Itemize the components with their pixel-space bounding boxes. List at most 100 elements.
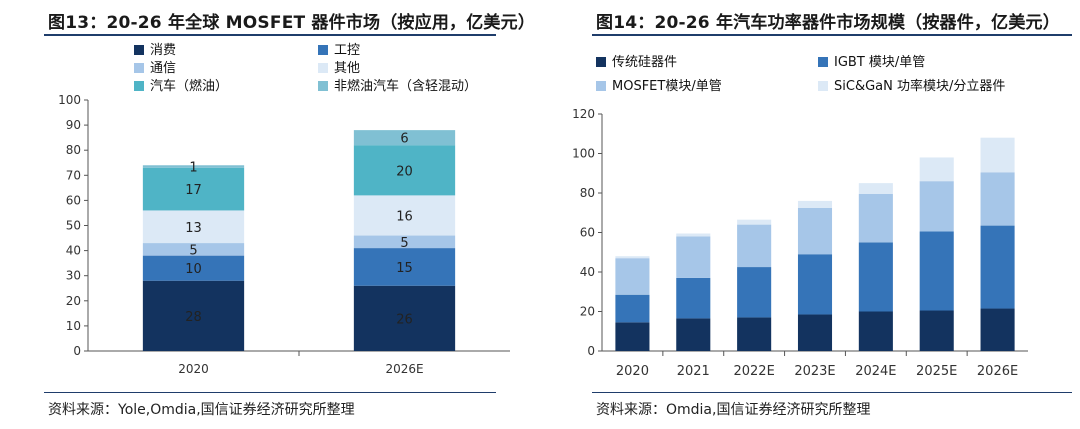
y-tick-label: 120 xyxy=(572,107,595,121)
data-label: 15 xyxy=(396,261,413,276)
bar-segment-sic-gan xyxy=(615,256,650,259)
bar-segment-sic-gan xyxy=(858,183,893,194)
y-tick-label: 60 xyxy=(580,226,595,240)
bar-segment-igbt xyxy=(737,267,772,318)
bar-segment-series xyxy=(142,165,245,168)
legend-swatch-sic-gan xyxy=(818,81,828,91)
legend-label: 通信 xyxy=(150,61,176,76)
x-tick-label: 2022E xyxy=(733,364,774,379)
bar-segment-mosfet xyxy=(797,207,833,255)
bar-segment-mosfet xyxy=(980,172,1015,226)
bar-segment-mosfet xyxy=(676,236,711,278)
data-label: 5 xyxy=(189,243,197,258)
data-label: 26 xyxy=(396,312,413,327)
data-label: 13 xyxy=(185,221,202,236)
x-tick-label: 2025E xyxy=(916,364,957,379)
x-tick-label: 2020 xyxy=(616,364,649,379)
legend-label: 消费 xyxy=(150,43,176,58)
bar-segment-igbt xyxy=(676,277,711,319)
bar-segment-series xyxy=(676,318,711,351)
y-tick-label: 70 xyxy=(66,168,81,182)
y-tick-label: 0 xyxy=(73,344,81,358)
bar-segment-series xyxy=(142,167,245,211)
legend-label: IGBT 模块/单管 xyxy=(834,55,925,70)
legend-swatch-series xyxy=(318,81,328,91)
title-rule xyxy=(592,34,1072,36)
legend-swatch-series xyxy=(134,45,144,55)
bar-segment-series xyxy=(737,317,772,351)
source-note: 资料来源：Yole,Omdia,国信证券经济研究所整理 xyxy=(48,402,355,418)
x-tick-label: 2026E xyxy=(977,364,1018,379)
legend-label: 其他 xyxy=(334,61,360,76)
y-tick-label: 10 xyxy=(66,319,81,333)
x-tick-label: 2023E xyxy=(794,364,835,379)
legend-swatch-mosfet xyxy=(596,81,606,91)
y-tick-label: 90 xyxy=(66,118,81,132)
data-label: 28 xyxy=(185,310,202,325)
bar-segment-igbt xyxy=(858,242,893,312)
bar-segment-series xyxy=(797,314,833,351)
data-label: 5 xyxy=(400,236,408,251)
data-label: 17 xyxy=(185,183,202,198)
y-tick-label: 100 xyxy=(572,147,595,161)
y-tick-label: 80 xyxy=(580,186,595,200)
title-rule xyxy=(44,34,496,36)
bar-segment-series xyxy=(142,255,245,281)
y-tick-label: 40 xyxy=(580,265,595,279)
source-rule xyxy=(592,392,1072,393)
y-tick-label: 80 xyxy=(66,143,81,157)
source-rule xyxy=(44,392,496,393)
y-tick-label: 60 xyxy=(66,193,81,207)
y-tick-label: 20 xyxy=(580,305,595,319)
legend-label: 工控 xyxy=(334,43,360,58)
legend-swatch-series xyxy=(318,63,328,73)
data-label: 10 xyxy=(185,262,202,277)
legend-swatch-series xyxy=(134,81,144,91)
bar-segment-sic-gan xyxy=(797,200,833,208)
bar-segment-mosfet xyxy=(615,258,650,295)
y-tick-label: 0 xyxy=(587,344,595,358)
data-label: 6 xyxy=(400,132,408,147)
bar-segment-igbt xyxy=(980,225,1015,309)
bar-segment-series xyxy=(353,130,456,146)
bar-segment-series xyxy=(142,210,245,244)
bar-segment-series xyxy=(919,310,954,351)
bar-segment-series xyxy=(353,248,456,286)
bar-segment-series xyxy=(353,195,456,236)
y-tick-label: 40 xyxy=(66,244,81,258)
x-tick-label: 2020 xyxy=(178,362,209,376)
bar-segment-series xyxy=(353,285,456,351)
legend-swatch-series xyxy=(318,45,328,55)
bar-segment-series xyxy=(142,243,245,256)
bar-segment-series xyxy=(353,145,456,196)
chart-panel-auto-power-devices: 图14：20-26 年汽车功率器件市场规模（按器件，亿美元） 0 20 40 60 80… xyxy=(548,0,1080,429)
legend-label: MOSFET模块/单管 xyxy=(612,79,722,94)
bar-segment-mosfet xyxy=(919,181,954,232)
chart-title: 图14：20-26 年汽车功率器件市场规模（按器件，亿美元） xyxy=(596,13,1060,33)
bar-segment-series xyxy=(142,280,245,351)
data-label: 16 xyxy=(396,209,413,224)
legend-swatch-igbt xyxy=(818,57,828,67)
legend-swatch-series xyxy=(596,57,606,67)
legend-label: 非燃油汽车（含轻混动） xyxy=(334,78,477,94)
y-tick-label: 30 xyxy=(66,269,81,283)
x-tick-label: 2026E xyxy=(385,362,423,376)
bar-segment-mosfet xyxy=(737,224,772,268)
chart-panel-mosfet-by-application: 图13：20-26 年全球 MOSFET 器件市场（按应用，亿美元） 0 10 20… xyxy=(44,13,536,418)
legend-label: 传统硅器件 xyxy=(612,55,677,70)
bar-segment-series xyxy=(353,235,456,249)
bar-segment-sic-gan xyxy=(980,137,1015,173)
legend-label: SiC&GaN 功率模块/分立器件 xyxy=(834,78,1005,94)
legend-swatch-series xyxy=(134,63,144,73)
bar-segment-mosfet xyxy=(858,193,893,243)
bar-segment-series xyxy=(858,311,893,351)
x-tick-label: 2021 xyxy=(677,364,710,379)
chart-title: 图13：20-26 年全球 MOSFET 器件市场（按应用，亿美元） xyxy=(48,13,536,33)
bar-segment-sic-gan xyxy=(919,157,954,182)
bar-segment-series xyxy=(980,308,1015,351)
bar-segment-igbt xyxy=(919,231,954,311)
bar-segment-igbt xyxy=(797,254,833,315)
data-label: 1 xyxy=(189,161,197,176)
bar-segment-sic-gan xyxy=(737,219,772,225)
bar-segment-igbt xyxy=(615,294,650,323)
